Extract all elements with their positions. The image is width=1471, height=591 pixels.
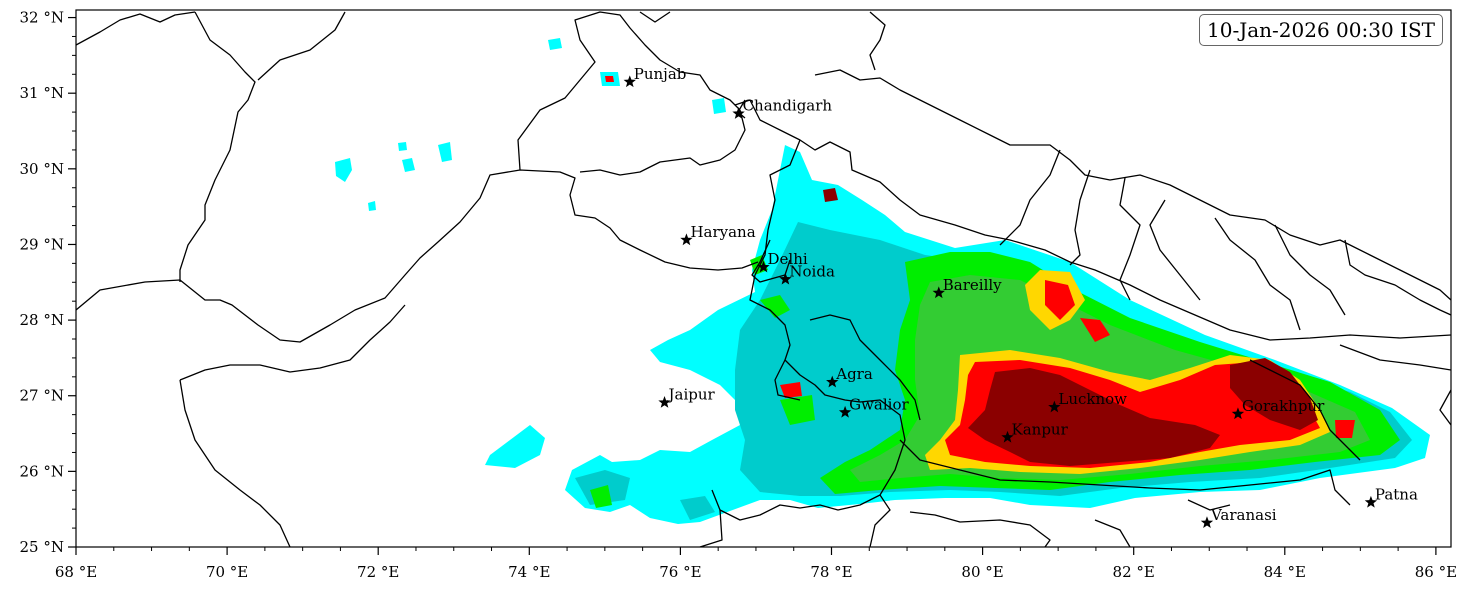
- city-marker-gwalior: Gwalior: [838, 395, 909, 418]
- precip-level6: [780, 382, 802, 398]
- precip-cell-west: [402, 158, 415, 172]
- city-label: Delhi: [768, 250, 808, 268]
- precip-level6: [1335, 420, 1355, 438]
- city-marker-chandigarh: Chandigarh: [732, 97, 832, 119]
- city-label: Patna: [1375, 485, 1418, 503]
- precip-cell-west: [335, 158, 352, 182]
- star-icon: [779, 272, 792, 285]
- city-label: Noida: [789, 262, 835, 280]
- timestamp-label: 10-Jan-2026 00:30 IST: [1207, 18, 1435, 42]
- city-marker-delhi: Delhi: [757, 250, 808, 273]
- star-icon: [680, 233, 693, 246]
- city-marker-bareilly: Bareilly: [932, 276, 1002, 299]
- precip-level7: [968, 368, 1220, 466]
- precip-level6: [1045, 280, 1075, 320]
- city-label: Bareilly: [943, 276, 1002, 294]
- city-label: Agra: [835, 365, 873, 383]
- lon-tick-label: 76 °E: [659, 563, 701, 581]
- precip-cell-west: [398, 142, 407, 151]
- star-icon: [732, 107, 745, 119]
- lat-tick-label: 29 °N: [20, 235, 64, 253]
- city-marker-lucknow: Lucknow: [1048, 390, 1127, 413]
- star-icon: [757, 260, 770, 273]
- lat-tick-label: 28 °N: [20, 311, 64, 329]
- lat-tick-label: 32 °N: [20, 9, 64, 27]
- city-marker-gorakhpur: Gorakhpur: [1231, 397, 1325, 420]
- city-marker-kanpur: Kanpur: [1001, 420, 1069, 443]
- lat-tick-label: 27 °N: [20, 387, 64, 405]
- city-label: Chandigarh: [743, 97, 833, 115]
- precip-level7: [1230, 358, 1318, 430]
- lon-tick-label: 68 °E: [55, 563, 97, 581]
- city-marker-varanasi: Varanasi: [1200, 506, 1277, 529]
- precip-level7: [823, 188, 838, 202]
- precipitation-layer: [335, 38, 1430, 524]
- lon-tick-label: 80 °E: [961, 563, 1003, 581]
- map-frame: [75, 9, 1452, 548]
- precip-level3: [780, 395, 815, 425]
- precip-cell-west: [438, 142, 452, 162]
- precip-level3: [590, 485, 612, 508]
- city-label: Varanasi: [1210, 506, 1277, 524]
- city-marker-noida: Noida: [779, 262, 835, 285]
- precip-level6: [1080, 318, 1110, 342]
- star-icon: [1364, 495, 1378, 508]
- lon-tick-label: 72 °E: [357, 563, 399, 581]
- precip-cell-west: [712, 98, 726, 114]
- city-label: Gorakhpur: [1242, 397, 1325, 415]
- lat-tick-label: 30 °N: [20, 160, 64, 178]
- city-label: Punjab: [634, 65, 687, 83]
- city-marker-haryana: Haryana: [680, 223, 756, 246]
- star-icon: [1231, 407, 1245, 420]
- city-marker-agra: Agra: [826, 365, 873, 388]
- timestamp-box: 10-Jan-2026 00:30 IST: [1199, 14, 1443, 46]
- precip-cell-west: [548, 38, 562, 50]
- city-label: Kanpur: [1012, 420, 1069, 438]
- lon-tick-label: 84 °E: [1264, 563, 1306, 581]
- city-label: Jaipur: [667, 386, 716, 404]
- star-icon: [623, 75, 636, 88]
- lon-tick-label: 86 °E: [1415, 563, 1457, 581]
- lon-tick-label: 70 °E: [206, 563, 248, 581]
- city-label: Haryana: [690, 223, 755, 241]
- city-label: Gwalior: [849, 395, 909, 413]
- city-marker-patna: Patna: [1364, 485, 1418, 508]
- precip-level2: [680, 496, 715, 520]
- precip-level1: [485, 425, 545, 468]
- city-marker-jaipur: Jaipur: [658, 386, 716, 408]
- lon-tick-label: 82 °E: [1113, 563, 1155, 581]
- star-icon: [1048, 400, 1061, 413]
- lat-tick-label: 31 °N: [20, 84, 64, 102]
- star-icon: [826, 375, 839, 388]
- star-icon: [838, 405, 852, 418]
- lat-tick-label: 25 °N: [20, 538, 64, 556]
- lon-tick-label: 74 °E: [508, 563, 550, 581]
- star-icon: [658, 396, 671, 408]
- axes: 68 °E 70 °E 72 °E 74 °E 76 °E 78 °E 80 °E 82 °E…: [20, 9, 1458, 581]
- star-icon: [1200, 516, 1214, 529]
- state-borders: [76, 11, 1451, 547]
- city-label: Lucknow: [1058, 390, 1127, 408]
- precip-cell-west: [605, 76, 614, 82]
- city-marker-punjab: Punjab: [623, 65, 687, 88]
- star-icon: [1001, 430, 1014, 443]
- precip-level3: [760, 295, 790, 318]
- lat-tick-label: 26 °N: [20, 462, 64, 480]
- lon-tick-label: 78 °E: [810, 563, 852, 581]
- star-icon: [932, 286, 945, 299]
- precip-cell-west: [368, 201, 376, 211]
